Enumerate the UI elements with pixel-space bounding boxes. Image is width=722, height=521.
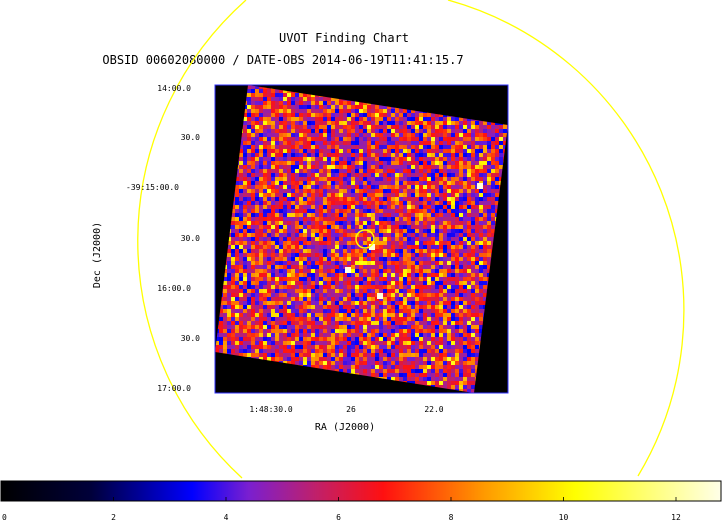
y-tick-label: 30.0 [181, 334, 200, 343]
y-tick-label: -39:15:00.0 [126, 183, 179, 192]
x-tick-label: 22.0 [424, 405, 443, 414]
y-tick-label: 17:00.0 [157, 384, 191, 393]
x-tick-label: 1:48:30.0 [249, 405, 293, 414]
colorbar-tick-label: 8 [449, 513, 454, 521]
y-tick-label: 14:00.0 [157, 84, 191, 93]
colorbar-tick-label: 6 [336, 513, 341, 521]
colorbar-tick-label: 4 [224, 513, 229, 521]
y-axis-label: Dec (J2000) [92, 222, 103, 288]
colorbar-gradient [0, 480, 722, 502]
y-tick-label: 30.0 [181, 133, 200, 142]
x-axis: 1:48:30.0 26 22.0 RA (J2000) [249, 405, 443, 433]
bright-source [377, 293, 383, 299]
x-axis-label: RA (J2000) [315, 422, 375, 433]
image-panel[interactable] [214, 84, 511, 394]
overlay-circle [137, 0, 685, 479]
colorbar-ticks: 0 2 4 6 8 10 12 [0, 497, 681, 521]
colorbar-tick-label: 2 [111, 513, 116, 521]
bright-source [477, 183, 483, 189]
y-tick-label: 30.0 [181, 234, 200, 243]
chart-subtitle: OBSID 00602080000 / DATE-OBS 2014-06-19T… [102, 53, 463, 67]
bright-source [345, 267, 351, 273]
bright-source [369, 244, 375, 250]
colorbar: 0 2 4 6 8 10 12 [0, 480, 722, 521]
colorbar-tick-label: 0 [2, 513, 7, 521]
y-axis: 14:00.0 30.0 -39:15:00.0 30.0 16:00.0 30… [92, 84, 200, 393]
target-circle [355, 229, 375, 249]
y-tick-label: 16:00.0 [157, 284, 191, 293]
x-tick-label: 26 [346, 405, 356, 414]
colorbar-tick-label: 10 [559, 513, 569, 521]
pixel-grid [215, 85, 508, 393]
colorbar-tick-label: 12 [671, 513, 681, 521]
chart-title: UVOT Finding Chart [279, 31, 409, 45]
image-frame [214, 84, 509, 394]
